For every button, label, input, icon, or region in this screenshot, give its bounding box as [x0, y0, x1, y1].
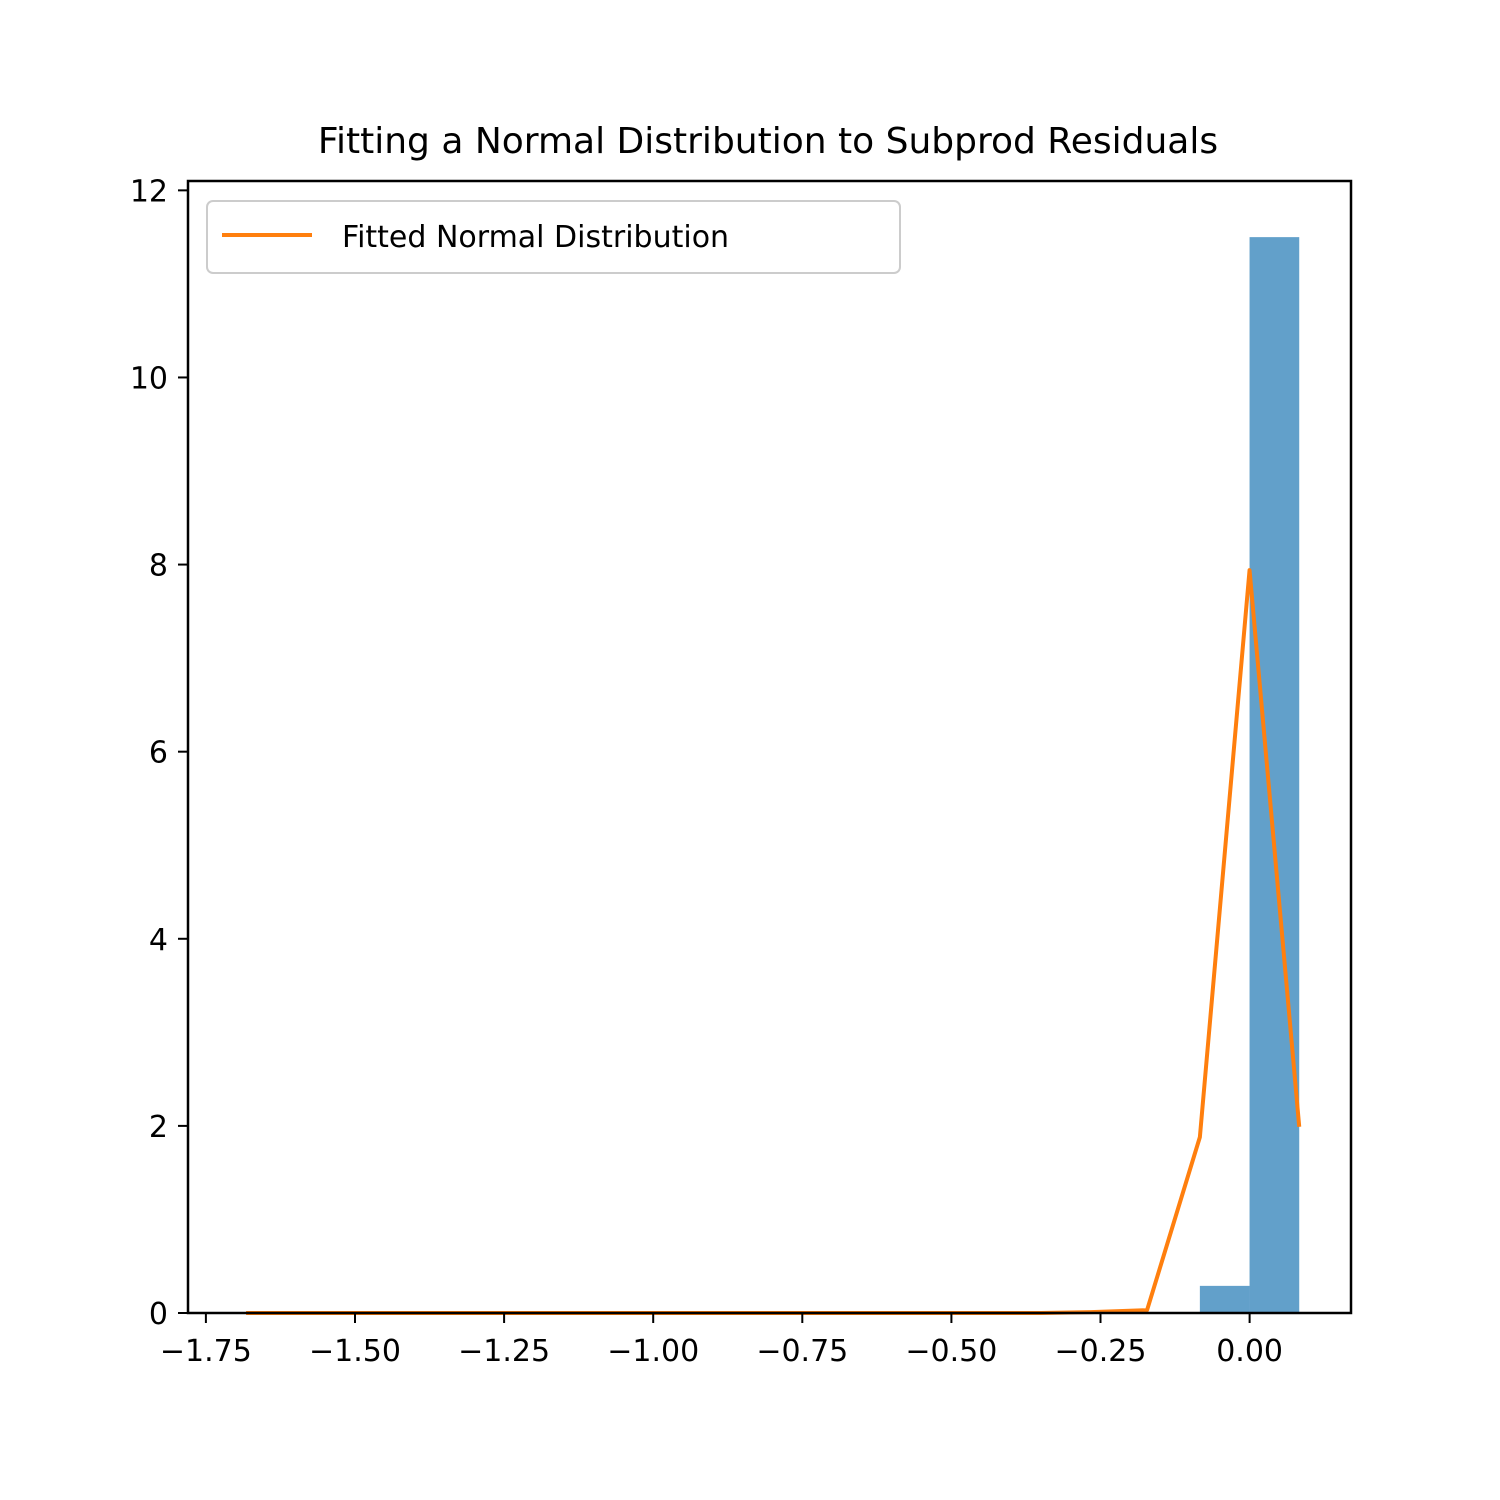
histogram-bars	[1199, 237, 1300, 1314]
x-tick-label: −1.00	[607, 1334, 699, 1369]
histogram-bar-0	[1199, 1285, 1250, 1313]
y-tick-label: 8	[149, 549, 168, 584]
y-tick-label: 4	[149, 923, 168, 958]
x-tick-label: −1.75	[160, 1334, 252, 1369]
x-tick-label: −1.25	[458, 1334, 550, 1369]
y-tick-label: 12	[130, 174, 168, 209]
legend: Fitted Normal Distribution	[206, 200, 901, 274]
x-tick-label: 0.00	[1216, 1334, 1283, 1369]
plot-area-frame	[186, 179, 1353, 1315]
y-tick-label: 6	[149, 736, 168, 771]
x-tick-label: −0.25	[1055, 1334, 1147, 1369]
x-axis: −1.75 −1.50 −1.25 −1.00 −0.75 −0.50 −0.25 0.00	[160, 1313, 1283, 1369]
chart-title: Fitting a Normal Distribution to Subprod…	[318, 121, 1218, 162]
legend-label-fitted-normal: Fitted Normal Distribution	[342, 220, 729, 255]
x-tick-label: −0.75	[756, 1334, 848, 1369]
x-tick-label: −0.50	[905, 1334, 997, 1369]
histogram-bar-1	[1249, 237, 1300, 1314]
y-tick-label: 2	[149, 1110, 168, 1145]
legend-box	[206, 200, 901, 274]
y-tick-label: 0	[149, 1297, 168, 1332]
y-axis: 0 2 4 6 8 10 12	[130, 174, 188, 1332]
y-tick-label: 10	[130, 361, 168, 396]
x-tick-label: −1.50	[309, 1334, 401, 1369]
